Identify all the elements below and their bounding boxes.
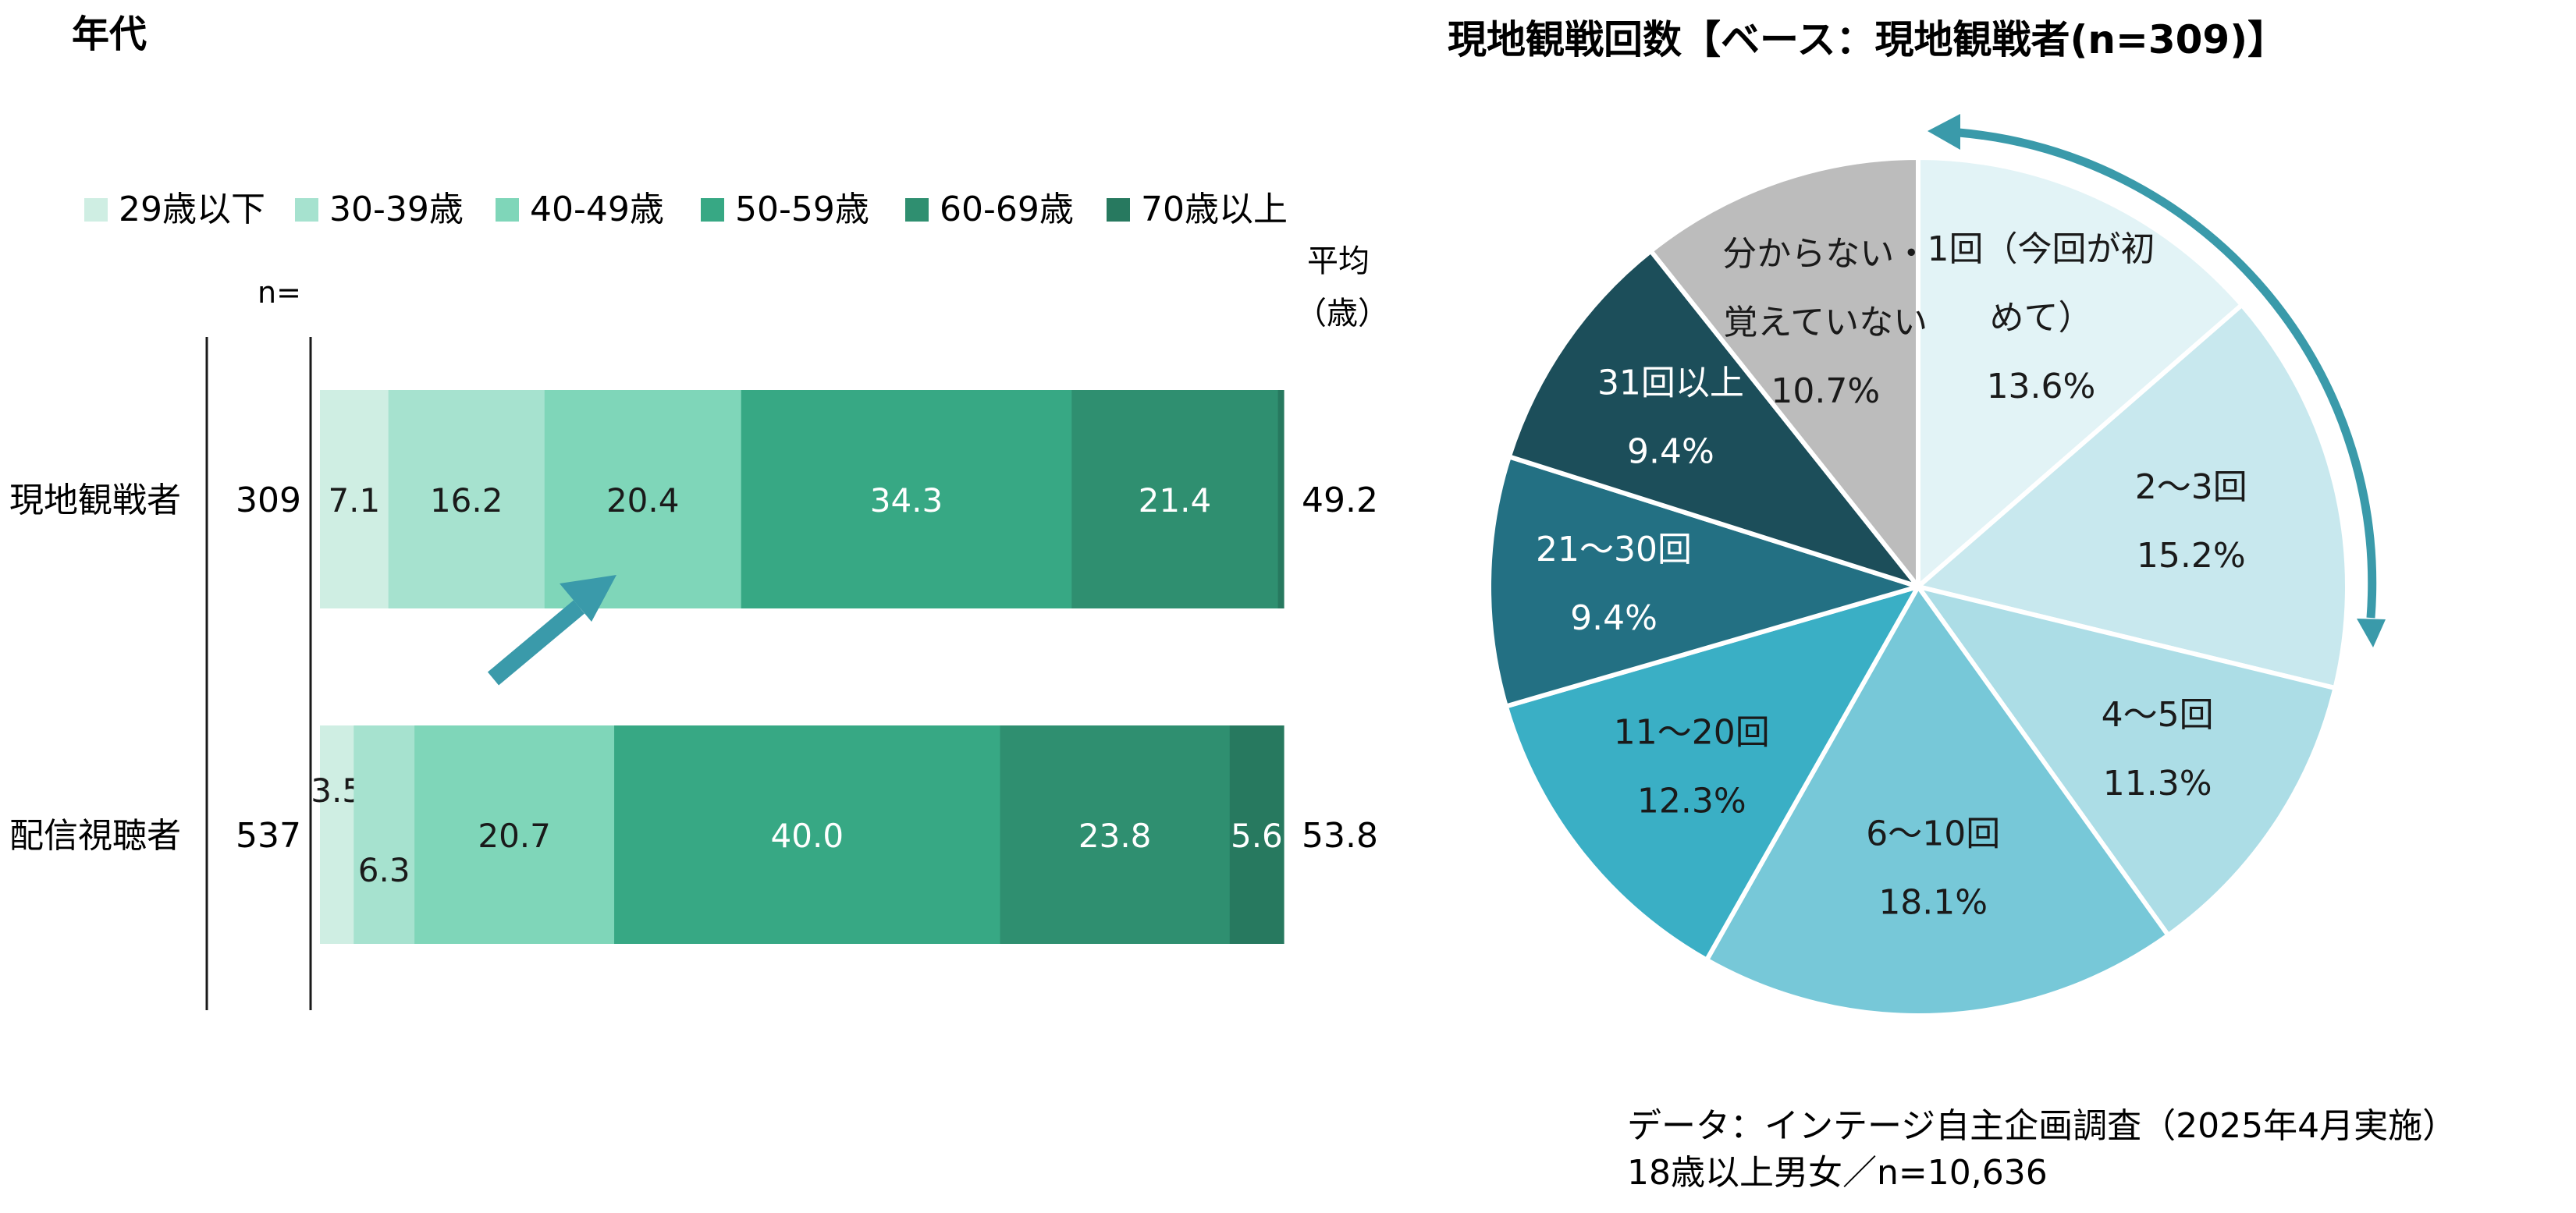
- slice-label: 21～30回: [1536, 530, 1692, 569]
- pie-slice: [1916, 155, 2244, 589]
- bar-segment: [544, 390, 742, 608]
- bar-segment: [388, 390, 545, 608]
- data-label: 7.1: [328, 481, 380, 520]
- age-legend: 29歳以下 30-39歳 40-49歳 50-59歳 60-69歳 70歳以上: [84, 190, 1288, 229]
- data-label: 6.3: [358, 851, 410, 889]
- slice-value-label: 10.7%: [1771, 371, 1880, 411]
- clockwise-arrow-icon: [1928, 114, 2386, 647]
- avg-header-line2: （歳）: [1295, 296, 1389, 332]
- pie-slice: [1487, 454, 1920, 709]
- bar-segment: [354, 725, 415, 944]
- n-header: n=: [258, 275, 301, 310]
- slice-value-label: 12.3%: [1637, 782, 1746, 821]
- data-label: 21.4: [1139, 481, 1212, 520]
- data-label: 20.7: [478, 817, 551, 855]
- legend-label: 70歳以上: [1141, 190, 1288, 229]
- right-chart-title: 現地観戦回数【ベース：現地観戦者(n=309)】: [1448, 17, 2286, 62]
- n-value: 537: [236, 816, 301, 856]
- legend-swatch: [905, 198, 929, 222]
- trend-arrow-icon: [487, 575, 616, 686]
- slice-label: 31回以上: [1597, 364, 1744, 403]
- pie-slice: [1916, 302, 2350, 691]
- slice-label: 1回（今回が初: [1927, 229, 2155, 269]
- legend-label: 40-49歳: [530, 190, 664, 229]
- average-value: 49.2: [1302, 481, 1378, 520]
- legend-swatch: [496, 198, 519, 222]
- slice-value-label: 9.4%: [1627, 432, 1714, 472]
- avg-header-line1: 平均: [1307, 243, 1370, 279]
- slice-label: めて）: [1989, 298, 2092, 338]
- legend-swatch: [84, 198, 108, 222]
- pie-slice: [1704, 584, 2171, 1018]
- data-label: 34.3: [870, 481, 943, 520]
- slice-label: 11～20回: [1614, 713, 1770, 753]
- pie-slice: [1916, 584, 2338, 938]
- data-label: 23.8: [1078, 817, 1152, 855]
- bar-segment: [414, 725, 615, 944]
- row-label: 現地観戦者: [9, 481, 181, 520]
- legend-label: 60-69歳: [940, 190, 1074, 229]
- slice-label: 分からない・: [1722, 234, 1928, 274]
- bar-segment: [320, 390, 389, 608]
- legend-swatch: [1107, 198, 1130, 222]
- average-value: 53.8: [1302, 816, 1378, 856]
- data-label: 5.6: [1231, 817, 1283, 855]
- pie-slice: [1506, 248, 1920, 589]
- slice-value-label: 15.2%: [2137, 536, 2246, 576]
- bar-segment: [1000, 725, 1231, 944]
- legend-label: 50-59歳: [735, 190, 869, 229]
- pie-slice: [1648, 155, 1920, 589]
- footnote-sample: 18歳以上男女／n=10,636: [1627, 1153, 2048, 1193]
- legend-label: 29歳以下: [119, 190, 265, 229]
- bar-segment: [741, 390, 1072, 608]
- slice-label: 4～5回: [2102, 695, 2214, 735]
- bar-segment: [1277, 390, 1284, 608]
- row-label: 配信視聴者: [9, 816, 181, 856]
- bar-segment: [614, 725, 1001, 944]
- n-value: 309: [236, 481, 301, 520]
- data-label: 20.4: [606, 481, 680, 520]
- slice-value-label: 9.4%: [1570, 598, 1658, 638]
- bar-segment: [320, 725, 354, 944]
- footnote-source: データ：インテージ自主企画調査（2025年4月実施）: [1627, 1106, 2457, 1146]
- data-label: 16.2: [430, 481, 503, 520]
- bar-segment: [1071, 390, 1279, 608]
- legend-swatch: [701, 198, 724, 222]
- pie-slice: [1503, 584, 1920, 963]
- legend-swatch: [295, 198, 318, 222]
- slice-value-label: 13.6%: [1987, 367, 2096, 406]
- left-chart-title: 年代: [72, 12, 147, 56]
- legend-label: 30-39歳: [329, 190, 464, 229]
- slice-value-label: 18.1%: [1878, 882, 1988, 922]
- slice-label: 2～3回: [2135, 467, 2247, 507]
- slice-value-label: 11.3%: [2103, 764, 2212, 803]
- data-label: 40.0: [771, 817, 844, 855]
- slice-label: 覚えていない: [1723, 303, 1928, 342]
- bar-segment: [1229, 725, 1284, 944]
- slice-label: 6～10回: [1866, 814, 2000, 853]
